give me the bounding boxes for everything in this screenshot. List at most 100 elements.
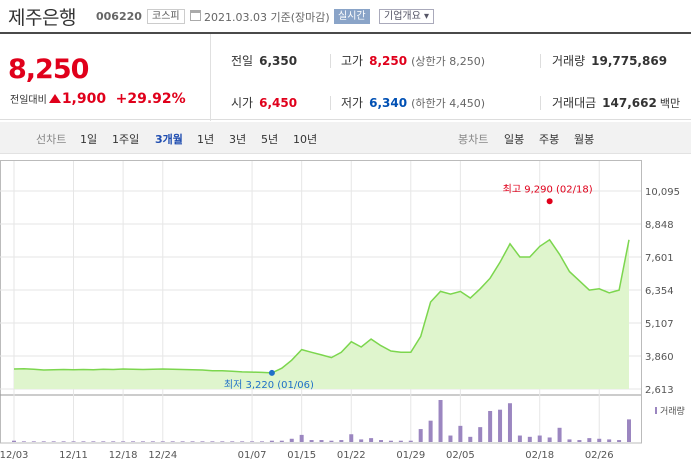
market-badge: 코스피 — [147, 9, 185, 24]
volume-bar — [140, 441, 145, 442]
period-bar: 선차트 1일 1주일 3개월 1년 3년 5년 10년 봉차트 일봉 주봉 월봉 — [0, 122, 691, 154]
volume-bar — [269, 440, 274, 442]
volume-bar — [111, 441, 116, 442]
volume-bar — [498, 409, 503, 442]
period-3m[interactable]: 3개월 — [155, 133, 183, 146]
change-amount: 1,900 — [61, 91, 107, 107]
volume-bar — [617, 440, 622, 442]
calendar-icon — [190, 10, 201, 21]
stock-code: 006220 — [96, 10, 142, 23]
volume-bar — [438, 400, 443, 442]
volume-bar — [557, 427, 562, 442]
max-marker — [546, 198, 553, 205]
y-tick-label: 7,601 — [645, 253, 674, 264]
change-percent: +29.92% — [115, 91, 186, 107]
period-1d[interactable]: 1일 — [80, 133, 98, 146]
volume-bar — [61, 441, 66, 442]
volume-bar — [180, 441, 185, 442]
volume-bar — [567, 439, 572, 442]
price-change: 전일대비 1,900 +29.92% — [10, 91, 186, 107]
price-chart[interactable]: 10,095 8,848 7,601 6,354 5,107 3,860 2,613 최고 9… — [0, 160, 691, 465]
period-1y[interactable]: 1년 — [197, 133, 215, 146]
volume-bar — [230, 441, 235, 442]
volume-bar — [279, 440, 284, 442]
stock-header: 제주은행 006220 코스피 2021.03.03 기준(장마감) 실시간 기… — [0, 0, 691, 32]
volume: 거래량 19,775,869 — [552, 54, 668, 68]
y-tick-label: 2,613 — [645, 385, 674, 396]
volume-bar — [31, 441, 36, 442]
volume-bar — [349, 434, 354, 442]
max-label: 최고 9,290 (02/18) — [503, 183, 593, 195]
cell-separator — [330, 54, 331, 68]
company-info-button[interactable]: 기업개요 ▾ — [379, 9, 434, 24]
volume-bar — [488, 410, 493, 442]
volume-bar — [527, 436, 532, 442]
candle-daily[interactable]: 일봉 — [504, 133, 525, 146]
volume-bar — [81, 441, 86, 442]
line-chart-label: 선차트 — [36, 133, 67, 146]
period-3y[interactable]: 3년 — [229, 133, 247, 146]
volume-bar — [507, 403, 512, 442]
volume-bar — [388, 440, 393, 442]
period-10y[interactable]: 10년 — [293, 133, 318, 146]
min-marker — [268, 369, 275, 376]
volume-bar — [398, 440, 403, 442]
volume-bar — [339, 440, 344, 442]
period-5y[interactable]: 5년 — [261, 133, 279, 146]
x-tick-label: 12/18 — [109, 450, 138, 461]
y-tick-label: 3,860 — [645, 352, 674, 363]
volume-bar — [101, 441, 106, 442]
volume-bar — [537, 435, 542, 442]
y-tick-label: 8,848 — [645, 220, 674, 231]
volume-bar — [170, 441, 175, 442]
y-tick-label: 6,354 — [645, 286, 674, 297]
prev-close: 전일 6,350 — [231, 54, 298, 68]
volume-bar — [607, 439, 612, 442]
cell-separator — [540, 96, 541, 110]
volume-bar — [408, 440, 413, 442]
realtime-button[interactable]: 실시간 — [334, 9, 370, 24]
y-tick-label: 10,095 — [645, 187, 680, 198]
price-chart-svg: 10,095 8,848 7,601 6,354 5,107 3,860 2,613 최고 9… — [0, 160, 685, 461]
volume-bar — [41, 441, 46, 442]
y-tick-label: 5,107 — [645, 319, 674, 330]
candle-weekly[interactable]: 주봉 — [539, 133, 560, 146]
volume-bar — [547, 437, 552, 442]
volume-bar — [418, 429, 423, 442]
volume-legend: 거래량 — [660, 405, 685, 417]
panel-divider — [210, 34, 211, 121]
x-tick-label: 01/22 — [337, 450, 366, 461]
price-area — [14, 239, 629, 389]
x-tick-label: 12/11 — [59, 450, 88, 461]
volume-bar — [468, 436, 473, 442]
min-label: 최저 3,220 (01/06) — [224, 379, 314, 391]
cell-separator — [540, 54, 541, 68]
volume-bar — [448, 435, 453, 442]
volume-bar — [12, 440, 16, 442]
volume-bar — [577, 440, 582, 442]
open-price: 시가 6,450 — [231, 96, 298, 110]
low-price: 저가 6,340 (하한가 4,450) — [341, 96, 485, 110]
x-tick-label: 12/03 — [0, 450, 28, 461]
change-label: 전일대비 — [10, 95, 47, 106]
volume-bar — [200, 441, 205, 442]
volume-bar — [359, 439, 364, 442]
volume-bar — [319, 440, 324, 442]
x-tick-label: 12/24 — [148, 450, 177, 461]
volume-bar — [597, 438, 602, 442]
candle-chart-label: 봉차트 — [458, 133, 489, 146]
volume-bar — [458, 425, 463, 442]
candle-monthly[interactable]: 월봉 — [574, 133, 595, 146]
volume-bar — [250, 441, 255, 442]
volume-bar — [517, 435, 522, 442]
volume-bar — [190, 441, 195, 442]
volume-bar — [299, 434, 304, 442]
volume-bar — [240, 441, 245, 442]
period-1w[interactable]: 1주일 — [112, 133, 140, 146]
trade-amount: 거래대금 147,662 백만 — [552, 96, 681, 110]
volume-bar — [369, 438, 374, 442]
price-line — [13, 238, 630, 374]
volume-bar — [131, 441, 136, 442]
volume-bar — [379, 440, 384, 442]
volume-bar — [329, 440, 334, 442]
